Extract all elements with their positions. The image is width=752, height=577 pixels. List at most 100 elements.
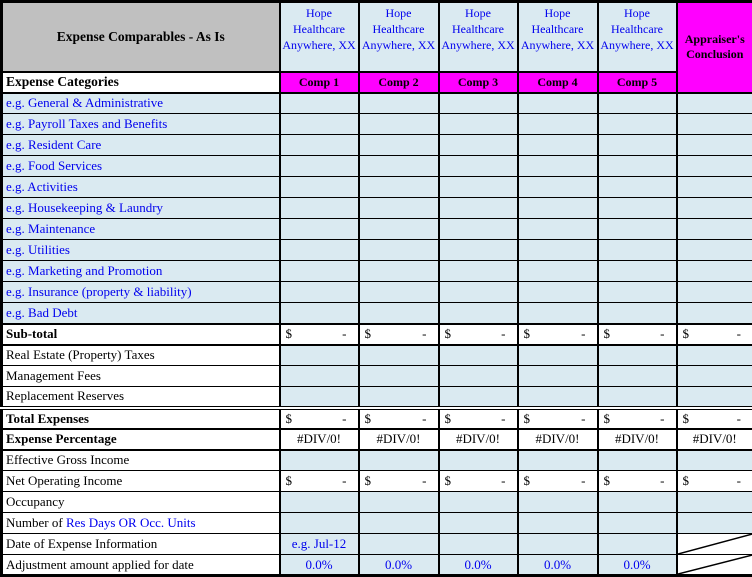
empty-data-cell[interactable] xyxy=(439,366,518,387)
money-cell[interactable]: $- xyxy=(677,324,752,345)
row-label-cell[interactable]: Replacement Reserves xyxy=(2,387,280,408)
value-cell[interactable]: 0.0% xyxy=(518,555,598,576)
empty-data-cell[interactable] xyxy=(677,303,752,324)
empty-data-cell[interactable] xyxy=(598,303,677,324)
empty-data-cell[interactable] xyxy=(598,387,677,408)
value-cell[interactable]: #DIV/0! xyxy=(598,429,677,450)
empty-data-cell[interactable] xyxy=(280,198,359,219)
money-cell[interactable]: $- xyxy=(439,408,518,429)
empty-data-cell[interactable] xyxy=(598,219,677,240)
empty-data-cell[interactable] xyxy=(439,219,518,240)
empty-data-cell[interactable] xyxy=(518,261,598,282)
empty-data-cell[interactable] xyxy=(677,387,752,408)
empty-data-cell[interactable] xyxy=(359,198,439,219)
money-cell[interactable]: $- xyxy=(518,408,598,429)
money-cell[interactable]: $- xyxy=(677,471,752,492)
empty-data-cell[interactable] xyxy=(598,114,677,135)
empty-data-cell[interactable] xyxy=(439,513,518,534)
crossed-out-cell[interactable] xyxy=(677,534,752,555)
empty-data-cell[interactable] xyxy=(280,450,359,471)
row-label-cell[interactable]: Occupancy xyxy=(2,492,280,513)
value-cell[interactable]: 0.0% xyxy=(359,555,439,576)
empty-data-cell[interactable] xyxy=(439,534,518,555)
empty-data-cell[interactable] xyxy=(359,534,439,555)
empty-data-cell[interactable] xyxy=(280,282,359,303)
row-label-cell[interactable]: e.g. Bad Debt xyxy=(2,303,280,324)
value-cell[interactable]: 0.0% xyxy=(439,555,518,576)
value-cell[interactable]: #DIV/0! xyxy=(677,429,752,450)
row-label-cell[interactable]: Expense Percentage xyxy=(2,429,280,450)
empty-data-cell[interactable] xyxy=(280,156,359,177)
empty-data-cell[interactable] xyxy=(439,303,518,324)
row-label-cell[interactable]: e.g. Utilities xyxy=(2,240,280,261)
empty-data-cell[interactable] xyxy=(359,240,439,261)
empty-data-cell[interactable] xyxy=(280,492,359,513)
empty-data-cell[interactable] xyxy=(280,93,359,114)
comp-2-band-cell[interactable]: Comp 2 xyxy=(359,72,439,93)
money-cell[interactable]: $- xyxy=(439,471,518,492)
money-cell[interactable]: $- xyxy=(518,324,598,345)
crossed-out-cell[interactable] xyxy=(677,555,752,576)
empty-data-cell[interactable] xyxy=(280,135,359,156)
empty-data-cell[interactable] xyxy=(439,114,518,135)
comp-4-header-cell[interactable]: Hope Healthcare Anywhere, XX xyxy=(518,2,598,72)
empty-data-cell[interactable] xyxy=(677,135,752,156)
empty-data-cell[interactable] xyxy=(439,177,518,198)
comp-1-header-cell[interactable]: Hope Healthcare Anywhere, XX xyxy=(280,2,359,72)
empty-data-cell[interactable] xyxy=(518,219,598,240)
row-label-cell[interactable]: Net Operating Income xyxy=(2,471,280,492)
empty-data-cell[interactable] xyxy=(439,93,518,114)
empty-data-cell[interactable] xyxy=(518,114,598,135)
empty-data-cell[interactable] xyxy=(439,387,518,408)
money-cell[interactable]: $- xyxy=(280,324,359,345)
row-label-cell[interactable]: e.g. Payroll Taxes and Benefits xyxy=(2,114,280,135)
empty-data-cell[interactable] xyxy=(359,219,439,240)
empty-data-cell[interactable] xyxy=(359,303,439,324)
empty-data-cell[interactable] xyxy=(598,282,677,303)
empty-data-cell[interactable] xyxy=(518,345,598,366)
empty-data-cell[interactable] xyxy=(677,114,752,135)
empty-data-cell[interactable] xyxy=(280,345,359,366)
comp-4-band-cell[interactable]: Comp 4 xyxy=(518,72,598,93)
empty-data-cell[interactable] xyxy=(280,261,359,282)
money-cell[interactable]: $- xyxy=(598,324,677,345)
row-label-cell[interactable]: e.g. Food Services xyxy=(2,156,280,177)
value-cell[interactable]: #DIV/0! xyxy=(518,429,598,450)
table-title-cell[interactable]: Expense Comparables - As Is xyxy=(2,2,280,72)
comp-2-header-cell[interactable]: Hope Healthcare Anywhere, XX xyxy=(359,2,439,72)
empty-data-cell[interactable] xyxy=(280,513,359,534)
empty-data-cell[interactable] xyxy=(518,198,598,219)
value-cell[interactable]: #DIV/0! xyxy=(439,429,518,450)
money-cell[interactable]: $- xyxy=(677,408,752,429)
row-label-cell[interactable]: e.g. Housekeeping & Laundry xyxy=(2,198,280,219)
money-cell[interactable]: $- xyxy=(359,471,439,492)
value-cell[interactable]: #DIV/0! xyxy=(280,429,359,450)
value-cell[interactable]: 0.0% xyxy=(280,555,359,576)
empty-data-cell[interactable] xyxy=(359,261,439,282)
empty-data-cell[interactable] xyxy=(359,492,439,513)
empty-data-cell[interactable] xyxy=(439,198,518,219)
empty-data-cell[interactable] xyxy=(518,513,598,534)
row-label-cell[interactable]: Effective Gross Income xyxy=(2,450,280,471)
empty-data-cell[interactable] xyxy=(598,492,677,513)
empty-data-cell[interactable] xyxy=(598,135,677,156)
row-label-cell[interactable]: Sub-total xyxy=(2,324,280,345)
money-cell[interactable]: $- xyxy=(280,408,359,429)
empty-data-cell[interactable] xyxy=(359,135,439,156)
value-cell[interactable]: 0.0% xyxy=(598,555,677,576)
money-cell[interactable]: $- xyxy=(359,408,439,429)
empty-data-cell[interactable] xyxy=(439,450,518,471)
empty-data-cell[interactable] xyxy=(677,345,752,366)
empty-data-cell[interactable] xyxy=(439,345,518,366)
row-label-cell[interactable]: e.g. Activities xyxy=(2,177,280,198)
empty-data-cell[interactable] xyxy=(598,534,677,555)
row-label-cell[interactable]: Number of Res Days OR Occ. Units xyxy=(2,513,280,534)
empty-data-cell[interactable] xyxy=(359,345,439,366)
empty-data-cell[interactable] xyxy=(518,534,598,555)
empty-data-cell[interactable] xyxy=(677,261,752,282)
empty-data-cell[interactable] xyxy=(677,282,752,303)
money-cell[interactable]: $- xyxy=(280,471,359,492)
comp-3-band-cell[interactable]: Comp 3 xyxy=(439,72,518,93)
empty-data-cell[interactable] xyxy=(280,303,359,324)
money-cell[interactable]: $- xyxy=(598,408,677,429)
